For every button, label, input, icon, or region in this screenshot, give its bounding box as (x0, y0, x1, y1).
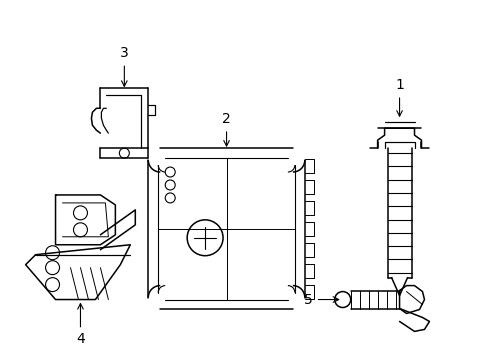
Text: 2: 2 (222, 112, 230, 146)
Text: 5: 5 (304, 293, 338, 306)
Text: 4: 4 (76, 303, 85, 346)
Text: 3: 3 (120, 46, 128, 86)
Text: 1: 1 (394, 78, 403, 116)
